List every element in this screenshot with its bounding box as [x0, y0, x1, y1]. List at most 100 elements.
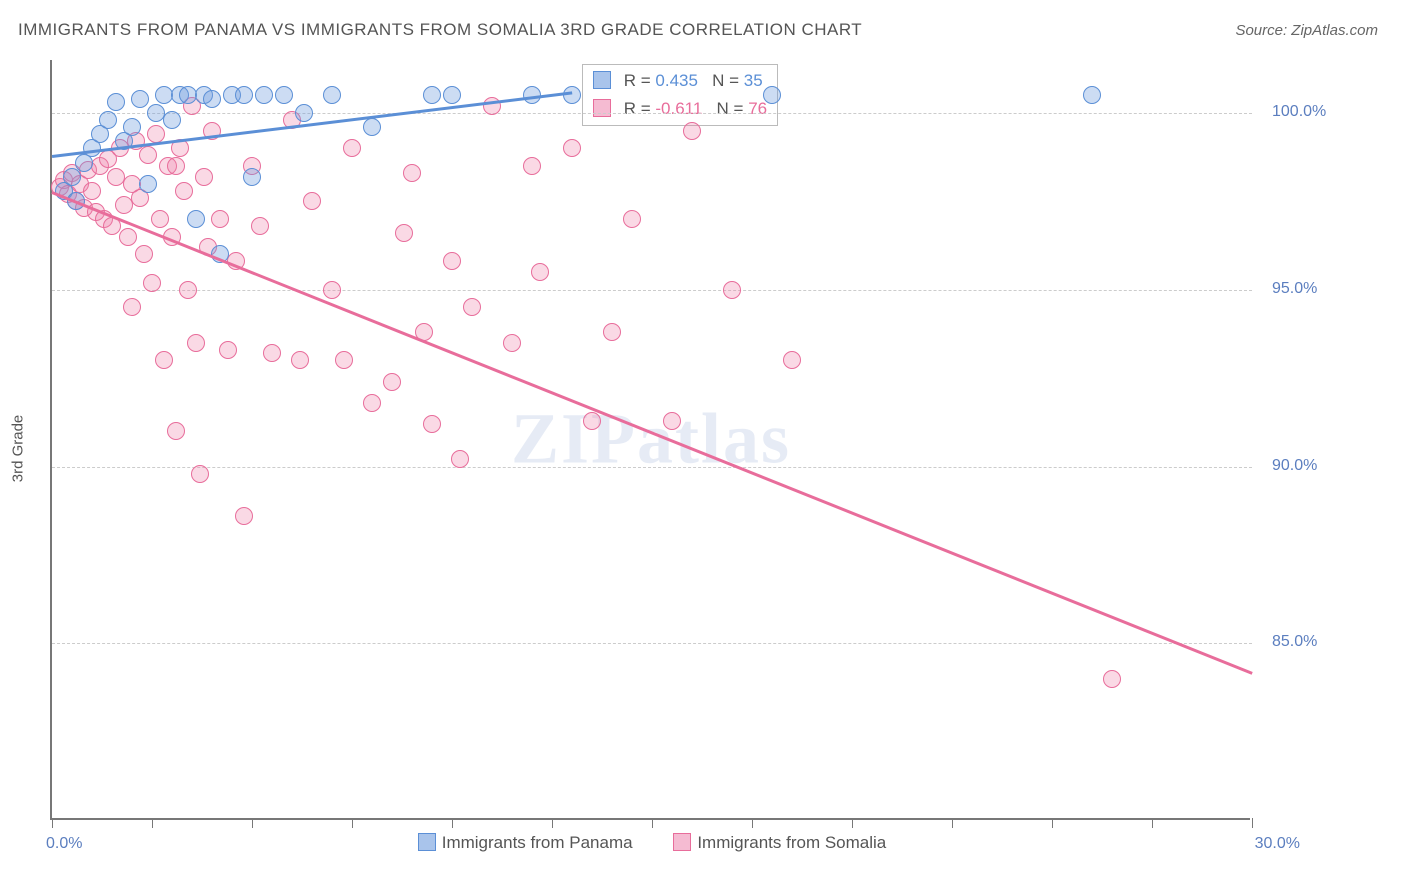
stat-n-label: N = — [703, 71, 744, 90]
point-panama — [323, 86, 341, 104]
point-somalia — [395, 224, 413, 242]
x-tick — [252, 818, 253, 828]
x-tick — [1052, 818, 1053, 828]
plot-area: ZIPatlas R = 0.435 N = 35 R = -0.611 N =… — [50, 60, 1250, 820]
bottom-legend: Immigrants from Panama Immigrants from S… — [52, 833, 1252, 853]
point-somalia — [211, 210, 229, 228]
point-somalia — [363, 394, 381, 412]
stat-r-somalia: -0.611 — [655, 99, 702, 118]
point-somalia — [83, 182, 101, 200]
x-tick — [952, 818, 953, 828]
y-tick-label: 100.0% — [1272, 103, 1326, 121]
y-tick-label: 90.0% — [1272, 457, 1317, 475]
point-somalia — [531, 263, 549, 281]
x-tick — [352, 818, 353, 828]
gridline — [52, 113, 1252, 114]
point-somalia — [451, 450, 469, 468]
x-tick — [1252, 818, 1253, 828]
swatch-panama-icon — [593, 71, 611, 89]
point-somalia — [119, 228, 137, 246]
x-tick — [752, 818, 753, 828]
point-somalia — [235, 507, 253, 525]
point-panama — [235, 86, 253, 104]
point-panama — [423, 86, 441, 104]
point-somalia — [303, 192, 321, 210]
point-somalia — [663, 412, 681, 430]
point-somalia — [443, 252, 461, 270]
point-panama — [1083, 86, 1101, 104]
point-somalia — [167, 157, 185, 175]
point-somalia — [175, 182, 193, 200]
point-somalia — [783, 351, 801, 369]
point-somalia — [623, 210, 641, 228]
point-somalia — [155, 351, 173, 369]
point-somalia — [291, 351, 309, 369]
point-somalia — [195, 168, 213, 186]
point-panama — [99, 111, 117, 129]
swatch-panama-icon — [418, 833, 436, 851]
point-somalia — [151, 210, 169, 228]
point-somalia — [603, 323, 621, 341]
stat-r-label: R = — [624, 71, 656, 90]
point-somalia — [503, 334, 521, 352]
point-panama — [163, 111, 181, 129]
point-panama — [243, 168, 261, 186]
y-tick-label: 85.0% — [1272, 633, 1317, 651]
point-somalia — [683, 122, 701, 140]
point-panama — [363, 118, 381, 136]
point-somalia — [135, 245, 153, 263]
point-somalia — [1103, 670, 1121, 688]
gridline — [52, 467, 1252, 468]
x-tick — [552, 818, 553, 828]
stat-n-panama: 35 — [744, 71, 763, 90]
legend-label-panama: Immigrants from Panama — [442, 833, 633, 852]
point-panama — [563, 86, 581, 104]
x-tick — [652, 818, 653, 828]
point-somalia — [263, 344, 281, 362]
x-tick — [852, 818, 853, 828]
point-somalia — [523, 157, 541, 175]
point-somalia — [463, 298, 481, 316]
point-panama — [123, 118, 141, 136]
point-panama — [107, 93, 125, 111]
point-somalia — [143, 274, 161, 292]
point-somalia — [403, 164, 421, 182]
x-tick — [52, 818, 53, 828]
x-tick-label-max: 30.0% — [1255, 835, 1300, 853]
point-panama — [763, 86, 781, 104]
stats-row-panama: R = 0.435 N = 35 — [593, 67, 767, 95]
point-panama — [295, 104, 313, 122]
trendline-somalia — [52, 191, 1253, 674]
chart-title: IMMIGRANTS FROM PANAMA VS IMMIGRANTS FRO… — [18, 20, 862, 40]
stat-r-label: R = — [624, 99, 656, 118]
stat-n-label: N = — [707, 99, 748, 118]
gridline — [52, 290, 1252, 291]
point-somalia — [123, 298, 141, 316]
point-panama — [443, 86, 461, 104]
watermark: ZIPatlas — [511, 398, 791, 481]
stats-row-somalia: R = -0.611 N = 76 — [593, 95, 767, 123]
point-somalia — [187, 334, 205, 352]
chart-container: 3rd Grade ZIPatlas R = 0.435 N = 35 R = … — [50, 60, 1360, 820]
point-somalia — [583, 412, 601, 430]
stat-n-somalia: 76 — [748, 99, 767, 118]
y-tick-label: 95.0% — [1272, 280, 1317, 298]
point-panama — [131, 90, 149, 108]
point-somalia — [343, 139, 361, 157]
point-somalia — [139, 146, 157, 164]
gridline — [52, 643, 1252, 644]
point-panama — [203, 90, 221, 108]
point-panama — [139, 175, 157, 193]
point-somalia — [191, 465, 209, 483]
point-somalia — [383, 373, 401, 391]
stat-r-panama: 0.435 — [655, 71, 698, 90]
point-somalia — [167, 422, 185, 440]
point-panama — [275, 86, 293, 104]
point-panama — [63, 168, 81, 186]
y-axis-label: 3rd Grade — [10, 415, 27, 483]
x-tick-label-min: 0.0% — [46, 835, 82, 853]
x-tick — [1152, 818, 1153, 828]
legend-item-panama: Immigrants from Panama — [418, 833, 633, 853]
source-attribution: Source: ZipAtlas.com — [1235, 22, 1378, 39]
stats-legend: R = 0.435 N = 35 R = -0.611 N = 76 — [582, 64, 778, 126]
